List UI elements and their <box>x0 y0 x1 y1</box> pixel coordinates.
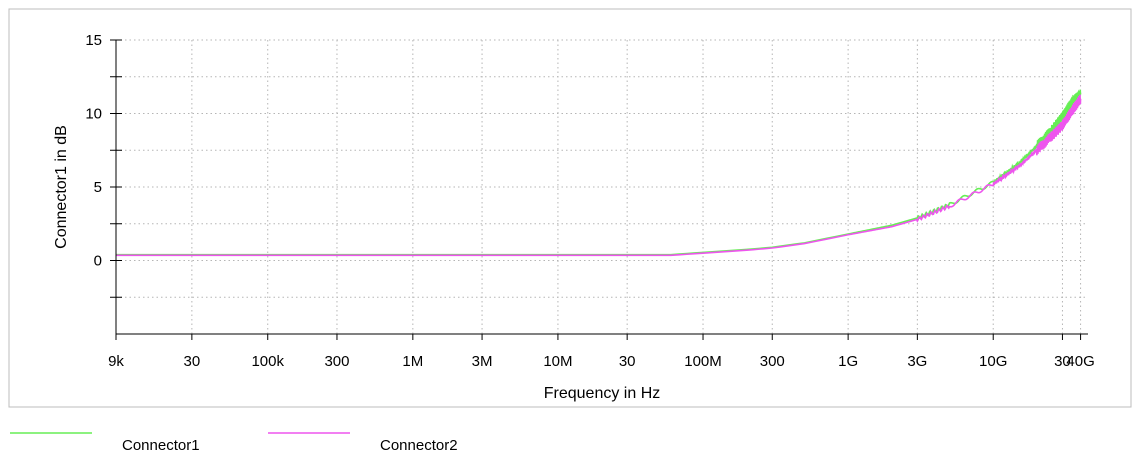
x-tick-label: 30 <box>1054 353 1071 370</box>
legend-label-connector1: Connector1 <box>122 437 200 454</box>
x-tick-label: 30 <box>184 353 201 370</box>
x-tick-label: 9k <box>108 353 124 370</box>
y-tick-label: 5 <box>94 179 102 196</box>
x-tick-label: 1M <box>402 353 423 370</box>
legend-label-connector2: Connector2 <box>380 437 458 454</box>
series-layer <box>116 89 1082 257</box>
x-tick-label: 10M <box>543 353 572 370</box>
y-tick-label: 10 <box>85 106 102 123</box>
y-axis-title: Connector1 in dB <box>53 125 70 249</box>
series-line-connector2 <box>116 94 1082 257</box>
x-axis-title: Frequency in Hz <box>544 385 661 402</box>
ticks: 9k 30 100k 300 1M 3M 10M 30 100M 300 1G 3G 10G 3040G0… <box>85 32 1094 370</box>
x-tick-label: 100M <box>684 353 722 370</box>
series-line-connector1 <box>116 89 1082 256</box>
x-tick-label: 300 <box>324 353 349 370</box>
x-tick-label: 100k <box>251 353 284 370</box>
x-tick-label: 3M <box>472 353 493 370</box>
x-tick-label: 1G <box>838 353 858 370</box>
x-tick-label: 30 <box>619 353 636 370</box>
legend: Connector1 Connector2 <box>10 432 458 454</box>
grid <box>115 39 1088 334</box>
y-tick-label: 15 <box>85 32 102 49</box>
chart-frame <box>8 8 1132 408</box>
x-tick-label: 3G <box>907 353 927 370</box>
x-tick-label: 10G <box>979 353 1007 370</box>
x-tick-label: 40G <box>1066 353 1094 370</box>
y-tick-label: 0 <box>94 253 102 270</box>
x-tick-label: 300 <box>760 353 785 370</box>
